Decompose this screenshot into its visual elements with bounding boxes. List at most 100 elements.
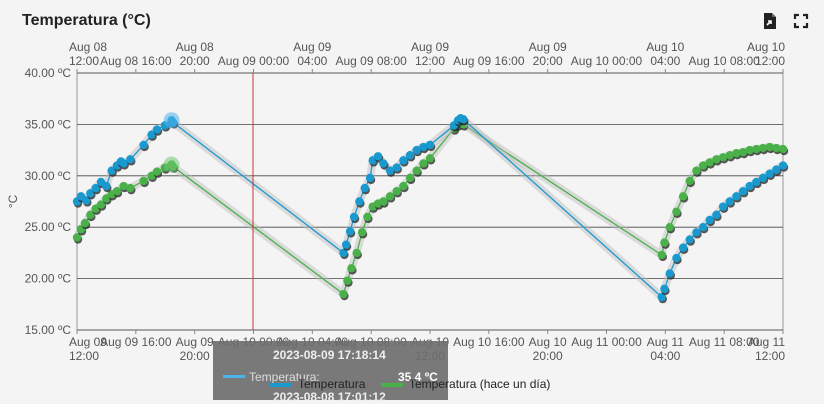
x-top-tick-label: Aug 09 08:00 [335, 54, 407, 68]
data-point [705, 158, 714, 167]
x-bottom-tick-label: 12:00 [69, 349, 99, 363]
chart-header: Temperatura (°C) [0, 0, 824, 40]
data-point [765, 169, 774, 178]
data-point [660, 284, 669, 294]
data-point [665, 223, 674, 232]
x-bottom-tick-label: Aug 11 00:00 [571, 335, 642, 349]
data-point [758, 173, 768, 183]
data-point [91, 183, 100, 193]
data-point [718, 153, 728, 162]
data-point [86, 189, 95, 198]
data-point [107, 166, 116, 175]
data-point [102, 181, 111, 191]
y-axis-label: °C [6, 194, 20, 208]
x-top-tick-label: Aug 10 [747, 40, 785, 54]
data-point [80, 218, 90, 228]
data-point [672, 253, 681, 263]
data-point [363, 212, 372, 222]
data-point [738, 187, 748, 196]
data-point [139, 176, 148, 186]
data-point [147, 130, 156, 139]
data-point [732, 192, 741, 201]
x-top-tick-label: Aug 09 16:00 [453, 54, 525, 68]
data-point [692, 228, 701, 237]
fullscreen-icon[interactable] [792, 12, 810, 30]
export-file-icon[interactable] [761, 12, 779, 30]
data-point [738, 147, 748, 157]
data-point [657, 250, 666, 260]
data-point [139, 140, 148, 150]
data-point [778, 161, 788, 170]
data-point [425, 154, 435, 163]
data-point [672, 207, 681, 216]
tooltip-series-swatch [223, 375, 245, 378]
x-top-tick-label: Aug 10 [646, 40, 684, 54]
hover-point-previous [163, 156, 180, 173]
x-top-tick-label: Aug 08 [69, 40, 107, 54]
data-point [685, 235, 694, 244]
x-bottom-tick-label: 20:00 [180, 349, 210, 363]
data-point [419, 159, 428, 168]
legend-label: Temperatura [298, 377, 366, 391]
data-point [360, 183, 369, 193]
data-point [772, 165, 781, 174]
x-bottom-tick-label: 20:00 [533, 349, 563, 363]
y-tick-label: 25.00 ºC [25, 220, 72, 234]
hover-point-current [163, 112, 180, 129]
data-point [82, 196, 91, 205]
x-top-tick-label: Aug 10 00:00 [571, 54, 643, 68]
data-point [660, 238, 669, 247]
legend-swatch [381, 382, 403, 387]
data-point [347, 264, 356, 273]
legend-item-temperatura[interactable]: Temperatura [270, 377, 365, 391]
y-tick-label: 20.00 ºC [25, 272, 72, 286]
x-bottom-tick-label: 04:00 [650, 349, 680, 363]
data-point [365, 173, 375, 183]
data-point [352, 248, 361, 258]
x-top-tick-label: 04:00 [650, 54, 680, 68]
data-point [705, 215, 714, 225]
data-point [678, 192, 688, 201]
data-point [152, 167, 162, 176]
data-point [425, 140, 435, 150]
data-point [357, 228, 367, 237]
x-top-tick-label: 12:00 [415, 54, 445, 68]
tooltip-series-label: Temperatura: [249, 370, 320, 384]
data-point [765, 142, 774, 152]
x-bottom-tick-label: 12:00 [755, 349, 785, 363]
data-point [373, 152, 383, 161]
data-point [698, 223, 708, 232]
x-top-tick-label: Aug 09 [411, 40, 449, 54]
data-point [72, 233, 82, 242]
data-point [379, 197, 388, 206]
x-bottom-tick-label: Aug 09 16:00 [100, 335, 172, 349]
x-top-tick-label: 20:00 [533, 54, 563, 68]
data-point [758, 143, 768, 153]
data-point [343, 276, 352, 285]
legend-item-temperatura-previous[interactable]: Temperatura (hace un día) [381, 377, 550, 391]
y-tick-label: 35.00 ºC [25, 117, 72, 131]
data-point [678, 243, 688, 252]
data-point [752, 177, 761, 187]
x-top-tick-label: Aug 09 [293, 40, 331, 54]
data-point [718, 202, 728, 211]
data-point [725, 197, 734, 206]
x-top-tick-label: 20:00 [180, 54, 210, 68]
data-point [126, 155, 135, 164]
data-point [725, 151, 734, 160]
y-tick-label: 40.00 ºC [25, 66, 72, 80]
data-point [419, 142, 428, 152]
data-point [112, 187, 122, 196]
data-point [385, 166, 395, 175]
chart-title: Temperatura (°C) [22, 12, 151, 29]
data-point [405, 173, 415, 183]
x-bottom-tick-label: Aug 11 [647, 335, 684, 349]
data-point [341, 240, 351, 249]
x-top-tick-label: Aug 09 [529, 40, 567, 54]
data-point [349, 212, 359, 222]
tooltip-value: 35.4 ºC [398, 370, 438, 384]
data-point [665, 269, 674, 278]
data-point [459, 115, 468, 124]
tooltip-time-current: 2023-08-09 17:18:14 [273, 348, 386, 362]
